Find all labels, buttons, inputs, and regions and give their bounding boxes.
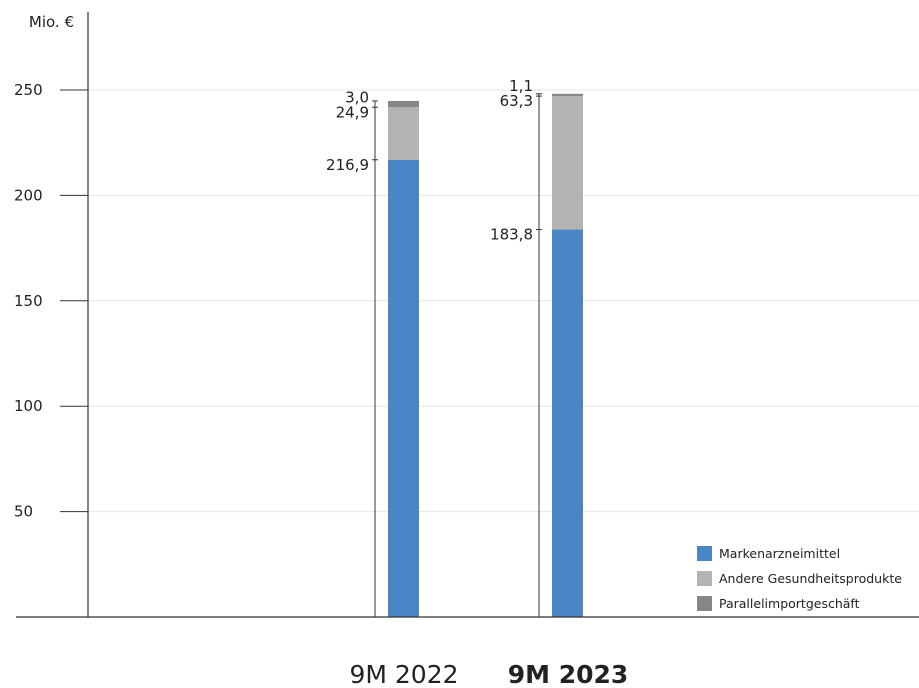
y-tick-label: 200	[14, 186, 43, 204]
bar-segment	[552, 96, 583, 230]
data-label: 24,9	[336, 103, 369, 121]
data-label: 183,8	[490, 226, 533, 244]
data-label: 216,9	[326, 156, 369, 174]
y-tick-label: 50	[14, 503, 33, 521]
bar-segment	[388, 159, 419, 618]
category-label: 9M 2023	[508, 660, 629, 688]
legend-swatch	[697, 571, 712, 586]
legend-label: Markenarzneimittel	[719, 546, 840, 561]
data-label: 3,0	[345, 88, 369, 106]
data-label: 1,1	[509, 77, 533, 95]
legend-swatch	[697, 596, 712, 611]
bar-segment	[388, 100, 419, 108]
legend-label: Andere Gesundheitsprodukte	[719, 571, 902, 586]
bar-segment	[552, 93, 583, 97]
bar-segment	[552, 229, 583, 617]
category-label: 9M 2022	[349, 660, 458, 688]
legend-label: Parallelimportgeschäft	[719, 596, 860, 611]
y-tick-label: 100	[14, 397, 43, 415]
bar-segment	[388, 107, 419, 160]
legend-swatch	[697, 546, 712, 561]
y-unit-label: Mio. €	[29, 13, 74, 31]
data-label: 63,3	[500, 92, 533, 110]
y-tick-label: 150	[14, 292, 43, 310]
y-tick-label: 250	[14, 81, 43, 99]
